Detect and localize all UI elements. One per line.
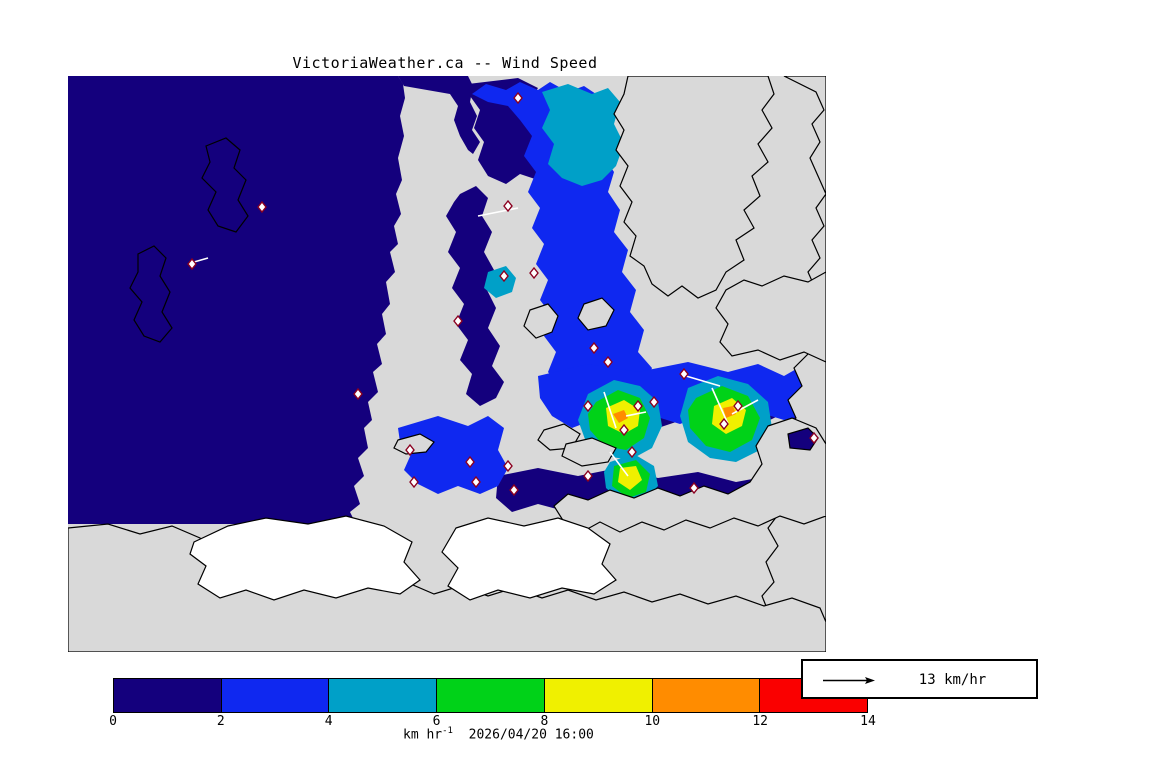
wind-vector — [711, 387, 729, 425]
colorbar-tick-8: 8 — [540, 714, 549, 729]
wind-vector — [477, 207, 519, 217]
station-marker — [503, 459, 513, 473]
colorbar-tick-14: 14 — [860, 714, 876, 729]
colorbar-tick-12: 12 — [752, 714, 768, 729]
station-marker — [603, 355, 613, 369]
station-marker — [499, 269, 509, 283]
colorbar-band-6-8 — [437, 679, 545, 712]
wind-vector-key: 13 km/hr — [801, 659, 1038, 699]
colorbar-ticks: 0 2 4 6 8 10 12 14 — [109, 713, 876, 733]
station-marker — [619, 423, 629, 437]
station-marker — [809, 431, 819, 445]
contour-band-10-12 — [613, 406, 736, 423]
station-marker — [405, 443, 415, 457]
station-marker — [471, 475, 481, 489]
colorbar-bands — [113, 678, 868, 713]
timestamp: 2026/04/20 16:00 — [468, 727, 594, 743]
colorbar-tick-4: 4 — [324, 714, 333, 729]
station-marker — [719, 417, 729, 431]
colorbar-tick-10: 10 — [644, 714, 661, 729]
station-marker — [353, 387, 363, 401]
colorbar-band-10-12 — [652, 679, 761, 712]
station-marker — [509, 483, 519, 497]
wind-vector — [603, 391, 617, 429]
station-marker — [503, 199, 513, 213]
colorbar-tick-0: 0 — [109, 714, 117, 729]
station-marker — [733, 399, 743, 413]
station-marker — [649, 395, 659, 409]
station-marker — [465, 455, 475, 469]
wind-vectors — [193, 207, 759, 477]
station-marker — [187, 257, 197, 271]
station-marker — [627, 445, 637, 459]
wind-vector — [609, 451, 629, 477]
coastlines — [68, 76, 826, 652]
station-marker — [409, 475, 419, 489]
station-marker — [633, 399, 643, 413]
station-markers — [187, 91, 819, 497]
wind-vector — [193, 257, 209, 263]
station-marker — [453, 314, 463, 328]
station-marker — [583, 399, 593, 413]
colorbar-tick-6: 6 — [432, 714, 441, 729]
wind-vector — [731, 399, 759, 415]
wind-vector — [625, 411, 647, 417]
station-marker — [529, 266, 539, 280]
station-marker — [513, 91, 523, 105]
colorbar-band-8-10 — [544, 679, 653, 712]
colorbar-band-0-2 — [114, 679, 222, 712]
wind-speed-map[interactable] — [68, 76, 826, 652]
colorbar: 0 2 4 6 8 10 12 14 — [109, 678, 876, 729]
station-marker — [257, 200, 267, 214]
colorbar-units-and-timestamp: km hr-1 2026/04/20 16:00 — [113, 726, 868, 742]
station-marker — [679, 367, 689, 381]
page-title: VictoriaWeather.ca -- Wind Speed — [292, 54, 598, 72]
station-marker — [689, 481, 699, 495]
station-marker — [583, 469, 593, 483]
units-label: km hr — [403, 727, 443, 743]
colorbar-band-2-4 — [221, 679, 330, 712]
colorbar-tick-2: 2 — [216, 714, 225, 729]
wind-vector-key-label: 13 km/hr — [918, 672, 987, 688]
wind-vector — [685, 375, 721, 387]
colorbar-band-4-6 — [329, 679, 438, 712]
station-marker — [589, 341, 599, 355]
units-exponent: -1 — [442, 726, 453, 736]
wind-vector-arrow-icon — [823, 677, 875, 684]
